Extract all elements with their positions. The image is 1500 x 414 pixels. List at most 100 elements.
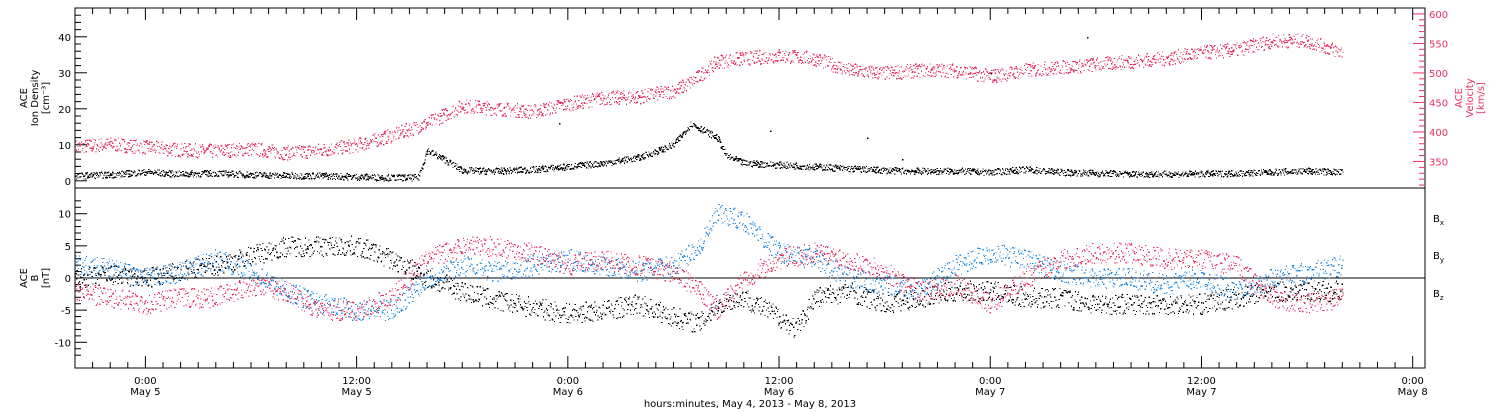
density-series-point	[147, 172, 148, 173]
density-series-point	[640, 159, 641, 160]
velocity-series-point	[365, 138, 366, 139]
velocity-series-point	[151, 149, 152, 150]
left-density-tick-label: 40	[58, 33, 71, 44]
density-series-point	[214, 171, 215, 172]
density-series-point	[1195, 171, 1196, 172]
velocity-series-point	[147, 143, 148, 144]
velocity-series-point	[798, 52, 799, 53]
density-series-point	[407, 179, 408, 180]
velocity-series-point	[984, 78, 985, 79]
velocity-series-point	[221, 145, 222, 146]
velocity-series-point	[959, 71, 960, 72]
density-series-point	[1164, 171, 1165, 172]
velocity-series-point	[257, 155, 258, 156]
density-series-point	[796, 165, 797, 166]
velocity-series-point	[1205, 57, 1206, 58]
velocity-series-point	[410, 130, 411, 131]
velocity-series-point	[1314, 45, 1315, 46]
density-series-point	[333, 173, 334, 174]
velocity-series-point	[171, 150, 172, 151]
density-series-point	[103, 178, 104, 179]
velocity-series-point	[1199, 48, 1200, 49]
density-series-point	[1169, 171, 1170, 172]
velocity-series-point	[897, 65, 898, 66]
density-series-point	[611, 162, 612, 163]
velocity-series-point	[467, 100, 468, 101]
velocity-series-point	[1234, 49, 1235, 50]
density-series-point	[296, 178, 297, 179]
density-series-point	[761, 166, 762, 167]
velocity-series-point	[97, 145, 98, 146]
velocity-series-point	[1065, 66, 1066, 67]
velocity-series-point	[296, 149, 297, 150]
velocity-series-point	[629, 102, 630, 103]
density-series-point	[849, 171, 850, 172]
density-series-point	[729, 159, 730, 160]
velocity-series-point	[1101, 69, 1102, 70]
density-series-point	[150, 171, 151, 172]
velocity-series-point	[168, 148, 169, 149]
velocity-series-point	[555, 112, 556, 113]
density-series-point	[1004, 173, 1005, 174]
density-series-point	[942, 173, 943, 174]
velocity-series-point	[117, 149, 118, 150]
velocity-series-point	[143, 141, 144, 142]
density-series-point	[122, 176, 123, 177]
velocity-series-point	[656, 93, 657, 94]
density-series-point	[335, 179, 336, 180]
density-series-point	[538, 168, 539, 169]
velocity-series-point	[1111, 63, 1112, 64]
velocity-series-point	[102, 149, 103, 150]
density-series-point	[1116, 172, 1117, 173]
velocity-series-point	[224, 149, 225, 150]
velocity-series-point	[753, 53, 754, 54]
velocity-series-point	[954, 71, 955, 72]
velocity-series-point	[200, 147, 201, 148]
density-series-point	[419, 175, 420, 176]
velocity-series-point	[913, 78, 914, 79]
density-series-point	[1052, 170, 1053, 171]
density-series-point	[658, 152, 659, 153]
velocity-series-point	[1077, 70, 1078, 71]
velocity-series-point	[656, 90, 657, 91]
density-series-point	[639, 154, 640, 155]
velocity-series-point	[1316, 40, 1317, 41]
velocity-series-point	[626, 104, 627, 105]
density-series-point	[374, 174, 375, 175]
velocity-series-point	[665, 86, 666, 87]
velocity-series-point	[382, 141, 383, 142]
density-series-point	[507, 168, 508, 169]
velocity-series-point	[1010, 72, 1011, 73]
velocity-series-point	[154, 150, 155, 151]
density-series-point	[254, 174, 255, 175]
velocity-series-point	[1257, 43, 1258, 44]
density-series-point	[980, 171, 981, 172]
density-series-point	[708, 130, 709, 131]
velocity-series-point	[961, 67, 962, 68]
velocity-series-point	[1292, 43, 1293, 44]
velocity-series-point	[833, 65, 834, 66]
density-series-point	[226, 170, 227, 171]
velocity-series-point	[252, 149, 253, 150]
density-series-point	[938, 174, 939, 175]
density-series-point	[826, 165, 827, 166]
velocity-series-point	[944, 65, 945, 66]
velocity-series-point	[354, 140, 355, 141]
velocity-series-point	[529, 115, 530, 116]
velocity-series-point	[1110, 68, 1111, 69]
density-series-point	[254, 178, 255, 179]
velocity-series-point	[273, 148, 274, 149]
velocity-series-point	[119, 150, 120, 151]
density-series-point	[1182, 173, 1183, 174]
density-series-point	[1072, 172, 1073, 173]
velocity-series-point	[1047, 69, 1048, 70]
velocity-series-point	[1173, 60, 1174, 61]
density-series-point	[211, 173, 212, 174]
velocity-series-point	[1169, 64, 1170, 65]
density-series-point	[80, 176, 81, 177]
velocity-series-point	[1125, 67, 1126, 68]
density-series-point	[1005, 170, 1006, 171]
velocity-series-point	[177, 144, 178, 145]
density-series-point	[961, 172, 962, 173]
density-series-point	[494, 169, 495, 170]
